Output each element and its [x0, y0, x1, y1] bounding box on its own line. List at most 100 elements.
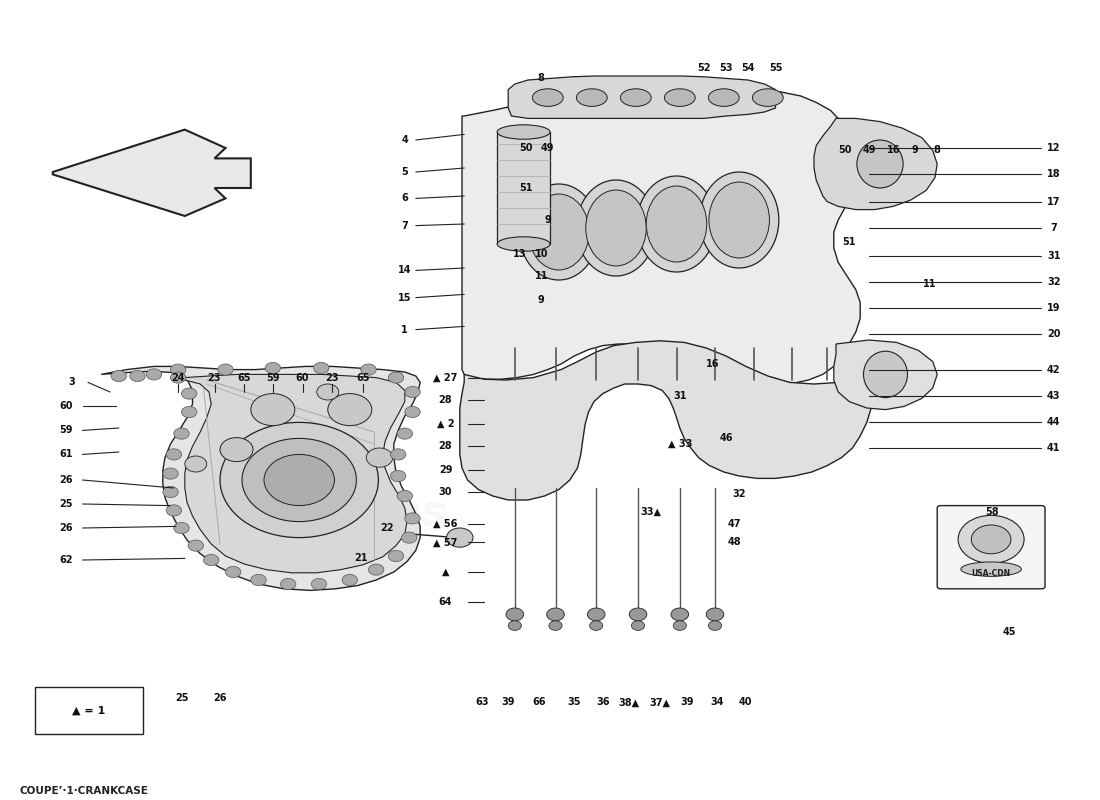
Circle shape [388, 372, 404, 383]
Text: 10: 10 [535, 250, 548, 259]
Text: ▲ 27: ▲ 27 [433, 373, 458, 382]
Polygon shape [185, 374, 407, 573]
Text: 4: 4 [402, 135, 408, 145]
Text: 9: 9 [538, 295, 544, 305]
Polygon shape [508, 76, 776, 118]
Circle shape [170, 364, 186, 375]
Polygon shape [53, 130, 251, 216]
Ellipse shape [857, 140, 903, 188]
Text: 41: 41 [1047, 443, 1060, 453]
Text: 32: 32 [733, 490, 746, 499]
Text: 11: 11 [923, 279, 936, 289]
Circle shape [971, 525, 1011, 554]
Text: 65: 65 [356, 373, 370, 382]
Text: eurospares: eurospares [463, 183, 747, 265]
Text: eurospares: eurospares [166, 455, 450, 537]
Text: 28: 28 [439, 442, 452, 451]
Circle shape [361, 364, 376, 375]
Circle shape [226, 566, 241, 578]
Text: 3: 3 [68, 378, 75, 387]
Text: 50: 50 [519, 143, 532, 153]
Circle shape [390, 449, 406, 460]
Text: 52: 52 [697, 63, 711, 73]
Circle shape [397, 490, 412, 502]
Circle shape [388, 550, 404, 562]
Circle shape [547, 608, 564, 621]
Text: 14: 14 [398, 266, 411, 275]
Ellipse shape [585, 190, 647, 266]
Text: 60: 60 [296, 373, 309, 382]
Text: 22: 22 [381, 523, 394, 533]
Text: 64: 64 [439, 597, 452, 606]
Text: 8: 8 [934, 146, 940, 155]
Circle shape [111, 370, 126, 382]
Ellipse shape [752, 89, 783, 106]
Text: 9: 9 [544, 215, 551, 225]
Circle shape [163, 468, 178, 479]
Circle shape [314, 362, 329, 374]
Circle shape [280, 578, 296, 590]
Text: 38▲: 38▲ [618, 698, 640, 707]
Circle shape [146, 369, 162, 380]
Circle shape [204, 554, 219, 566]
Text: 9: 9 [912, 146, 918, 155]
Text: 29: 29 [439, 466, 452, 475]
Ellipse shape [664, 89, 695, 106]
Text: COUPE’·1·CRANKCASE: COUPE’·1·CRANKCASE [20, 786, 148, 795]
Text: 11: 11 [535, 271, 548, 281]
Circle shape [706, 608, 724, 621]
Circle shape [402, 532, 417, 543]
FancyBboxPatch shape [937, 506, 1045, 589]
Polygon shape [834, 340, 937, 410]
Text: 49: 49 [862, 146, 876, 155]
Circle shape [405, 513, 420, 524]
Text: USA-CDN: USA-CDN [971, 570, 1011, 578]
Ellipse shape [497, 237, 550, 251]
Text: ▲ 56: ▲ 56 [433, 519, 458, 529]
Polygon shape [460, 341, 871, 500]
Text: ▲ 2: ▲ 2 [437, 419, 454, 429]
Text: 65: 65 [238, 373, 251, 382]
Circle shape [311, 578, 327, 590]
Ellipse shape [532, 89, 563, 106]
Circle shape [220, 422, 378, 538]
Circle shape [366, 448, 393, 467]
Text: 15: 15 [398, 293, 411, 302]
Circle shape [506, 608, 524, 621]
Circle shape [182, 406, 197, 418]
Text: 40: 40 [739, 698, 752, 707]
Text: 30: 30 [439, 487, 452, 497]
Text: 54: 54 [741, 63, 755, 73]
Circle shape [958, 515, 1024, 563]
Text: 61: 61 [59, 450, 73, 459]
Ellipse shape [647, 186, 706, 262]
Text: 42: 42 [1047, 365, 1060, 374]
Text: 31: 31 [673, 391, 686, 401]
Circle shape [166, 505, 182, 516]
Text: 44: 44 [1047, 418, 1060, 427]
Circle shape [368, 564, 384, 575]
Circle shape [590, 621, 603, 630]
Circle shape [508, 621, 521, 630]
Circle shape [218, 364, 233, 375]
Circle shape [631, 621, 645, 630]
Text: ▲ 33: ▲ 33 [668, 439, 692, 449]
Ellipse shape [708, 89, 739, 106]
Circle shape [182, 388, 197, 399]
FancyBboxPatch shape [35, 687, 143, 734]
Circle shape [188, 540, 204, 551]
Text: 8: 8 [538, 74, 544, 83]
Text: 50: 50 [838, 146, 851, 155]
Circle shape [390, 470, 406, 482]
Circle shape [671, 608, 689, 621]
Ellipse shape [576, 180, 656, 276]
Text: 20: 20 [1047, 330, 1060, 339]
Text: 23: 23 [326, 373, 339, 382]
Text: 62: 62 [59, 555, 73, 565]
Text: ▲ 57: ▲ 57 [433, 538, 458, 547]
Text: 16: 16 [887, 146, 900, 155]
Circle shape [220, 438, 253, 462]
Text: 7: 7 [1050, 223, 1057, 233]
Circle shape [130, 370, 145, 382]
Ellipse shape [961, 562, 1021, 576]
